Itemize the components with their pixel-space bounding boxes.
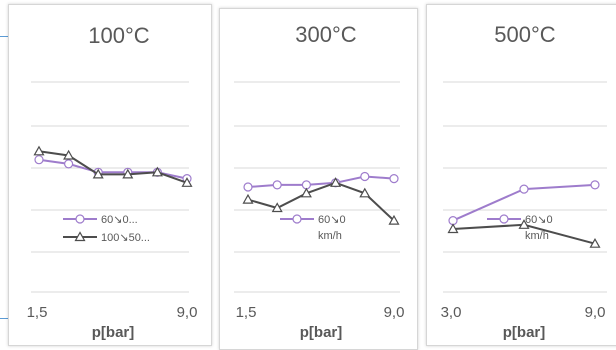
data-point-triangle [330, 177, 342, 187]
data-point-triangle [271, 202, 283, 213]
chart-100c: 100°C 60↘0... 100↘50... 1,5 9,0 p[bar] [27, 23, 198, 341]
chart-title: 500°C [494, 22, 556, 47]
legend-label-unit: km/h [525, 230, 549, 242]
chart-panel-500c: 500°C 60↘0 km/h 3,0 9,0 p[bar] [426, 4, 616, 346]
legend-label: 100↘50... [101, 232, 150, 244]
x-axis-label: p[bar] [300, 324, 343, 341]
left-edge-line-bottom [0, 318, 9, 319]
legend-label-unit: km/h [318, 230, 342, 242]
data-point-triangle [589, 237, 601, 248]
x-tick-label: 9,0 [177, 304, 198, 321]
series-line-triangle [38, 150, 188, 184]
chart-panel-300c: 300°C 60↘0 km/h 1,5 9,0 p[bar] [219, 8, 418, 350]
legend-marker-triangle [74, 231, 86, 242]
data-point-triangle [447, 223, 459, 234]
data-point-circle [34, 155, 44, 165]
chart-title: 300°C [295, 22, 357, 47]
data-point-triangle [300, 187, 312, 198]
data-point-triangle [151, 166, 163, 177]
data-point-triangle [242, 193, 254, 204]
data-point-circle [519, 184, 529, 194]
legend-marker-circle [75, 214, 85, 224]
data-point-circle [389, 174, 399, 184]
data-point-triangle [92, 168, 104, 179]
x-tick-label: 3,0 [441, 304, 462, 321]
series-line-triangle [247, 181, 395, 222]
x-axis-label: p[bar] [92, 324, 135, 341]
x-tick-label: 9,0 [585, 304, 606, 321]
x-tick-label: 9,0 [384, 304, 405, 321]
legend-marker-circle [292, 214, 302, 224]
data-point-triangle [388, 214, 400, 225]
chart-panel-100c: 100°C 60↘0... 100↘50... 1,5 9,0 p[bar] [8, 4, 212, 346]
x-axis-label: p[bar] [503, 324, 546, 341]
data-point-triangle [122, 168, 134, 179]
data-point-triangle [33, 145, 45, 156]
x-tick-label: 1,5 [236, 304, 257, 321]
data-point-triangle [359, 187, 371, 198]
data-point-circle [590, 180, 600, 190]
legend-label: 60↘0 [318, 214, 346, 226]
legend-label: 60↘0 [525, 214, 553, 226]
chart-500c: 500°C 60↘0 km/h 3,0 9,0 p[bar] [441, 22, 607, 341]
series-line-circle [247, 175, 395, 188]
data-point-triangle [63, 149, 75, 160]
chart-300c: 300°C 60↘0 km/h 1,5 9,0 p[bar] [234, 22, 405, 341]
data-point-circle [243, 182, 253, 192]
left-edge-line-top [0, 36, 9, 37]
legend-marker-circle [499, 214, 509, 224]
data-point-triangle [181, 177, 193, 187]
data-point-circle [360, 171, 370, 182]
x-tick-label: 1,5 [27, 304, 48, 321]
data-point-circle [272, 180, 282, 190]
data-point-circle [63, 159, 74, 169]
data-point-triangle [518, 219, 530, 229]
chart-title: 100°C [88, 23, 150, 48]
legend-label: 60↘0... [101, 214, 138, 226]
